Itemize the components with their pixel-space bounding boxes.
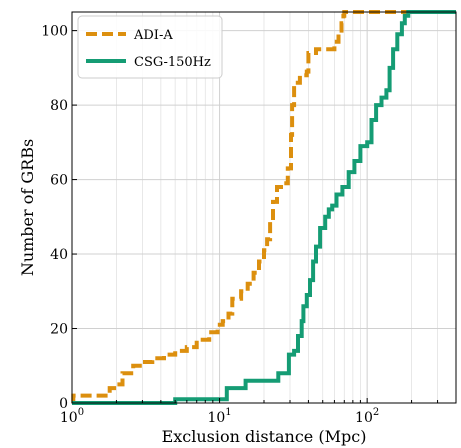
- y-tick-label: 80: [50, 98, 68, 114]
- x-tick-label: 102: [355, 407, 379, 426]
- legend: ADI-A CSG-150Hz: [77, 15, 223, 79]
- series-layer: [71, 10, 456, 405]
- legend-label: ADI-A: [133, 28, 173, 43]
- y-tick-label: 60: [50, 173, 68, 189]
- y-tick-label: 20: [50, 322, 68, 338]
- y-tick-label: 0: [59, 396, 68, 412]
- x-tick-label: 100: [60, 407, 84, 426]
- y-tick-label: 100: [41, 24, 68, 40]
- y-axis-label: Number of GRBs: [18, 139, 37, 276]
- legend-label: CSG-150Hz: [134, 55, 211, 70]
- series-line-csg-150hz: [72, 10, 456, 405]
- ticks: 0 20 40 60 80 100 100 101 102: [41, 24, 439, 426]
- x-axis-label: Exclusion distance (Mpc): [162, 427, 367, 446]
- series-line-adi-a: [71, 10, 456, 405]
- y-tick-label: 40: [50, 247, 68, 263]
- x-tick-label: 101: [207, 407, 231, 426]
